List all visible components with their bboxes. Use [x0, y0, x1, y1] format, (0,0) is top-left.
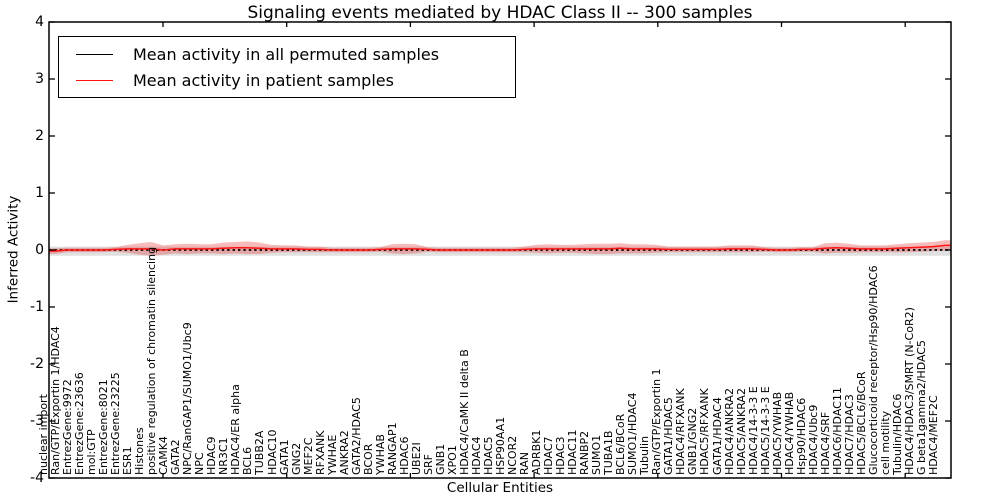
x-tick-label: HDAC7	[542, 436, 556, 475]
x-tick-label: positive regulation of chromatin silenci…	[145, 246, 159, 475]
confidence-band-patient	[49, 240, 951, 256]
x-tick-label: Tubulin	[638, 435, 652, 475]
x-tick-label: EntrezGene:23225	[109, 372, 123, 475]
y-tick-label: 3	[35, 71, 44, 87]
x-tick-label: HDAC10	[265, 429, 279, 475]
x-tick-label: ADRBK1	[530, 429, 544, 475]
legend-line-sample-black	[76, 53, 113, 55]
y-tick-label: 2	[35, 128, 44, 144]
y-tick-label: -1	[30, 299, 44, 315]
x-tick-label: HDAC4/CaMK II delta B	[457, 349, 471, 475]
x-tick-label: RANBP2	[578, 430, 592, 475]
x-tick-label: GATA2/HDAC5	[349, 397, 363, 475]
x-tick-label: nuclear import	[37, 394, 50, 475]
x-tick-label: TUBB2A	[253, 430, 267, 475]
x-axis-label: Cellular Entities	[446, 480, 554, 496]
x-tick-label: HDAC5/ANKRA2	[734, 388, 748, 475]
x-tick-label: CAMK4	[157, 436, 171, 475]
mean-line-patient	[49, 244, 951, 252]
x-tick-label: Hsp90/HDAC6	[794, 397, 808, 475]
x-tick-label: EntrezGene:8021	[97, 379, 111, 475]
x-tick-label: Histones	[133, 427, 147, 475]
x-tick-label: HDAC11	[566, 429, 580, 475]
x-tick-label: GATA1/HDAC4	[710, 397, 724, 475]
x-tick-label: RAN	[518, 452, 532, 475]
y-tick-label: -3	[30, 413, 44, 429]
legend-line-sample-red	[76, 79, 113, 81]
x-tick-label: GATA2	[169, 439, 183, 475]
x-tick-label: BCL6/BCoR	[614, 413, 628, 475]
y-tick-label: 0	[35, 242, 44, 258]
x-tick-label: HDAC4/SRF	[818, 411, 832, 475]
x-tick-label: SUMO1/HDAC4	[626, 392, 640, 475]
x-tick-label: ESR1	[121, 446, 135, 475]
legend-box: Mean activity in all permuted samples Me…	[58, 36, 516, 98]
x-tick-label: cell motility	[878, 410, 892, 475]
x-tick-label: HDAC7/HDAC3	[842, 394, 856, 475]
legend-label: Mean activity in patient samples	[133, 70, 394, 90]
x-tick-label: mol:GTP	[85, 429, 99, 475]
legend-item-permuted: Mean activity in all permuted samples	[59, 41, 515, 67]
x-tick-label: BCL6	[241, 446, 255, 475]
x-tick-label: SRF	[421, 454, 435, 475]
x-tick-label: HDAC4/MEF2C	[926, 395, 940, 475]
x-tick-label: NPC/RanGAP1/SUMO1/Ubc9	[181, 322, 195, 475]
x-tick-label: HDAC4/YWHAB	[782, 391, 796, 475]
x-tick-label: UBE2I	[409, 442, 423, 475]
x-tick-label: HDAC4/ER alpha	[229, 384, 243, 475]
x-tick-label: HDAC4/RFXANK	[674, 388, 688, 475]
x-tick-label: HDAC4/ANKRA2	[722, 388, 736, 475]
x-tick-label: XPO1	[445, 445, 459, 475]
x-tick-label: G beta1gamma2/HDAC5	[914, 340, 928, 475]
x-tick-label: NCOR2	[506, 435, 520, 475]
x-tick-label: Ran/GTP/Exportin 1/HDAC4	[49, 326, 63, 475]
x-tick-label: HSP90AA1	[494, 416, 508, 475]
x-tick-label: HDAC9	[205, 436, 219, 475]
y-tick-label: 1	[35, 185, 44, 201]
x-tick-label: ANKRA2	[337, 430, 351, 475]
legend-label: Mean activity in all permuted samples	[133, 44, 440, 64]
x-tick-label: HDAC6/HDAC11	[830, 387, 844, 475]
x-tick-label: NPC	[193, 452, 207, 475]
x-tick-label: NR3C1	[217, 437, 231, 475]
x-tick-label: Ran/GTP/Exportin 1	[650, 368, 664, 475]
legend-item-patient: Mean activity in patient samples	[59, 67, 515, 93]
x-tick-label: BCOR	[361, 443, 375, 475]
x-tick-label: GATA1/HDAC5	[662, 397, 676, 475]
x-tick-label: GNB1	[433, 443, 447, 475]
x-tick-label: HDAC5/YWHAB	[770, 391, 784, 475]
x-tick-label: HDAC5/BCL6/BCoR	[854, 371, 868, 475]
x-tick-label: GATA1	[277, 439, 291, 475]
y-tick-label: -2	[30, 356, 44, 372]
x-tick-label: RANGAP1	[385, 422, 399, 475]
x-tick-label: SUMO1	[590, 434, 604, 475]
x-tick-label: GNG2	[289, 442, 303, 475]
x-tick-label: HDAC4/14-3-3 E	[746, 386, 760, 475]
x-tick-label: HDAC5/14-3-3 E	[758, 386, 772, 475]
x-tick-label: RFXANK	[313, 430, 327, 475]
x-tick-label: HDAC3	[554, 436, 568, 475]
x-tick-label: HDAC4/Ubc9	[806, 404, 820, 475]
x-tick-label: HDAC4	[469, 436, 483, 475]
x-tick-label: EntrezGene:9972	[61, 379, 75, 475]
x-tick-label: HDAC6	[397, 436, 411, 475]
x-tick-label: MEF2C	[301, 437, 315, 475]
x-tick-label: YWHAE	[325, 434, 339, 475]
y-tick-label: -4	[30, 470, 44, 486]
x-tick-label: TUBA1B	[602, 430, 616, 475]
x-tick-label: HDAC4/HDAC3/SMRT (N-CoR2)	[902, 307, 916, 475]
chart-title: Signaling events mediated by HDAC Class …	[247, 3, 753, 23]
x-tick-label: GNB1/GNG2	[686, 407, 700, 475]
x-tick-label: EntrezGene:23636	[73, 372, 87, 475]
y-tick-label: 4	[35, 14, 44, 30]
x-tick-label: HDAC5	[482, 436, 495, 475]
x-tick-label: HDAC5/RFXANK	[698, 388, 712, 475]
x-tick-label: YWHAB	[373, 434, 387, 475]
x-tick-label: Glucocorticoid receptor/Hsp90/HDAC6	[866, 265, 880, 475]
x-tick-label: Tubulin/HDAC6	[890, 393, 904, 475]
